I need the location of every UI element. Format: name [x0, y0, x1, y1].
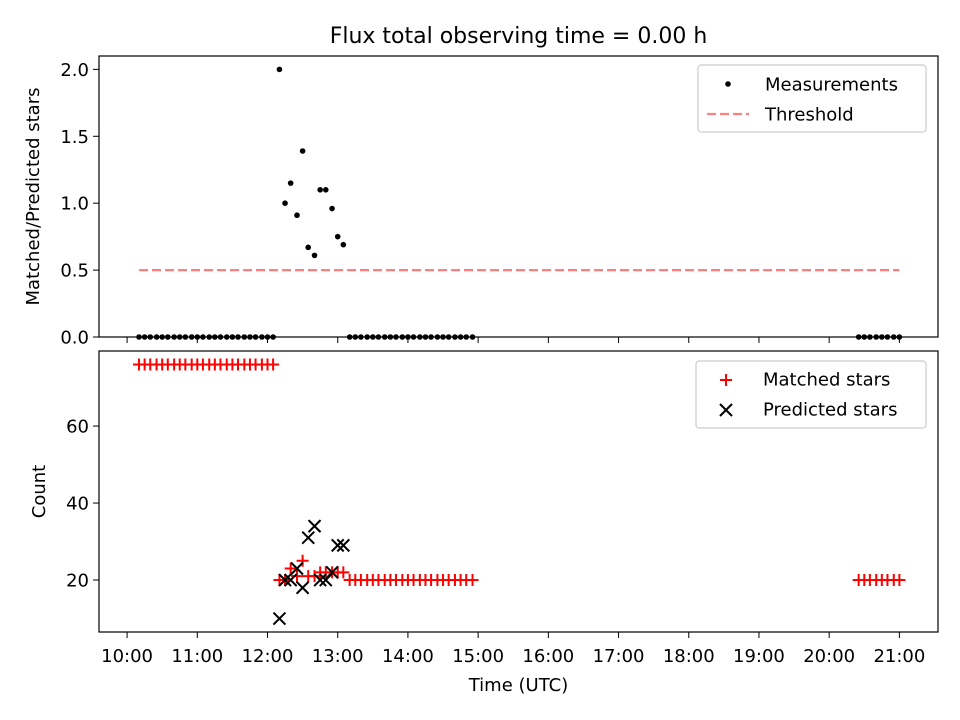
- matched-stars-point: [893, 574, 906, 587]
- top-legend-measurements-marker: [725, 81, 731, 87]
- x-tick-label: 20:00: [803, 646, 855, 667]
- top-panel-legend: Measurements Threshold: [697, 64, 927, 133]
- bottom-y-tick-label: 60: [66, 417, 89, 438]
- measurement-point: [317, 187, 323, 193]
- bottom-legend-matched-label: Matched stars: [763, 370, 890, 391]
- measurement-point: [287, 180, 294, 186]
- x-tick-label: 17:00: [593, 646, 645, 667]
- bottom-panel-legend: Matched stars Predicted stars: [695, 360, 927, 429]
- matched-stars-point: [466, 574, 479, 587]
- top-legend-frame: [697, 64, 927, 133]
- bottom-y-tick-label: 40: [66, 494, 89, 515]
- matched-stars-point: [290, 570, 303, 583]
- x-tick-label: 19:00: [733, 646, 785, 667]
- x-tick-label: 21:00: [873, 646, 925, 667]
- predicted-stars-point: [290, 561, 304, 576]
- top-panel-ticks: 0.0 0.5 1.0 1.5 2.0: [60, 60, 900, 349]
- measurement-point: [340, 241, 347, 248]
- x-tick-label: 16:00: [522, 646, 574, 667]
- measurement-point: [322, 187, 329, 193]
- x-tick-label: 13:00: [312, 646, 364, 667]
- top-y-tick-label: 1.0: [60, 194, 89, 215]
- matched-stars-point: [296, 554, 309, 567]
- x-axis-label: Time (UTC): [468, 675, 569, 696]
- predicted-stars-point: [313, 573, 327, 587]
- matched-stars-point: [284, 562, 297, 575]
- top-panel-frame: [98, 55, 939, 338]
- x-tick-label: 15:00: [452, 646, 504, 667]
- matched-stars-point: [337, 566, 350, 579]
- matched-stars-point: [267, 358, 280, 371]
- bottom-panel: 10:00 11:00 12:00 13:00 14:00 15:00 16:00 17:00…: [29, 350, 939, 696]
- top-y-tick-label: 0.5: [60, 261, 89, 282]
- top-y-tick-label: 1.5: [60, 127, 89, 148]
- measurement-point: [311, 252, 318, 259]
- predicted-stars-point: [325, 565, 339, 580]
- measurement-point: [294, 212, 300, 219]
- predicted-stars-point: [307, 519, 322, 533]
- measurement-point: [329, 205, 335, 212]
- predicted-stars-point: [272, 611, 287, 626]
- bottom-legend-matched-marker: [720, 374, 732, 386]
- x-tick-label: 14:00: [382, 646, 434, 667]
- predicted-stars-point: [336, 538, 351, 553]
- top-legend-measurements-label: Measurements: [765, 75, 898, 96]
- predicted-stars-point: [278, 573, 292, 587]
- x-tick-label: 11:00: [171, 646, 223, 667]
- top-panel: 0.00.51.01.52.0 Matched/Predicted stars …: [23, 55, 939, 349]
- predicted-stars-point: [301, 530, 315, 545]
- bottom-y-tick-label: 20: [66, 571, 89, 592]
- measurement-point: [305, 244, 312, 251]
- measurement-point: [282, 200, 288, 206]
- bottom-panel-ticks: 10:00 11:00 12:00 13:00 14:00 15:00 16:00 17:00…: [66, 417, 925, 667]
- predicted-stars-point: [283, 573, 298, 587]
- predicted-stars-point: [331, 538, 345, 553]
- x-tick-label: 10:00: [101, 646, 153, 667]
- top-legend-threshold-label: Threshold: [764, 105, 854, 126]
- bottom-panel-series: [133, 358, 906, 626]
- bottom-legend-frame: [695, 360, 927, 429]
- bottom-legend-predicted-marker: [719, 403, 733, 417]
- measurement-point: [299, 148, 306, 154]
- predicted-stars-point: [295, 581, 310, 595]
- top-panel-ylabel: Matched/Predicted stars: [23, 88, 44, 306]
- x-tick-label: 12:00: [242, 646, 294, 667]
- bottom-legend-predicted-label: Predicted stars: [763, 400, 897, 421]
- bottom-panel-frame: [98, 350, 939, 633]
- measurement-point: [276, 66, 283, 73]
- chart-title: Flux total observing time = 0.00 h: [330, 24, 708, 49]
- top-y-tick-label: 2.0: [60, 60, 89, 81]
- x-tick-label: 18:00: [663, 646, 715, 667]
- measurement-point: [334, 233, 341, 240]
- bottom-panel-ylabel: Count: [29, 465, 50, 518]
- top-y-tick-label: 0.0: [60, 328, 89, 349]
